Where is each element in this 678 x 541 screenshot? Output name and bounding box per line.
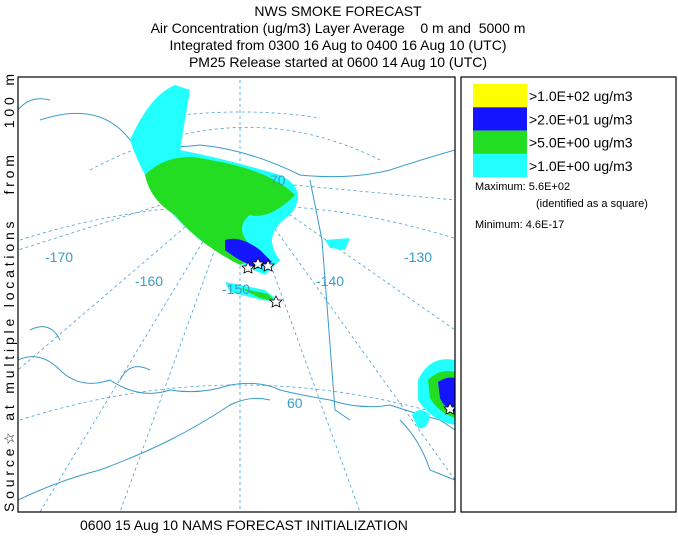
legend-label: >1.0E+02 ug/m3	[529, 88, 633, 104]
map-label: 70	[270, 172, 286, 188]
plume-low	[412, 410, 430, 429]
maximum: Maximum: 5.6E+02	[475, 181, 570, 193]
legend-label: >5.0E+00 ug/m3	[529, 135, 633, 151]
map: -170 -160 -150 -140 -130 70 60	[17, 76, 456, 513]
meridian	[18, 80, 455, 512]
subtitle: Integrated from 0300 16 Aug to 0400 16 A…	[170, 37, 507, 53]
map-label: -170	[45, 249, 73, 265]
latitude-line	[89, 111, 381, 171]
legend-label: >1.0E+00 ug/m3	[529, 158, 633, 174]
legend-swatch	[473, 84, 527, 108]
plume-low	[325, 238, 350, 250]
plume-high	[225, 238, 272, 268]
legend-swatch	[473, 107, 527, 131]
legend-swatch	[473, 130, 527, 154]
plume-high	[438, 377, 455, 412]
coastline	[18, 356, 455, 431]
map-label: -130	[404, 249, 432, 265]
maximum-note: (identified as a square)	[536, 198, 648, 210]
legend-frame	[460, 76, 677, 513]
subtitle: Air Concentration (ug/m3) Layer Average …	[151, 20, 526, 36]
map-label: -150	[222, 281, 250, 297]
plume-mid	[240, 288, 276, 302]
map-label: 60	[287, 395, 303, 411]
subtitle: PM25 Release started at 0600 14 Aug 10 (…	[189, 54, 487, 70]
legend-swatch	[473, 153, 527, 178]
legend: Maximum: 5.6E+02 (identified as a square…	[460, 76, 677, 513]
map-label: -140	[316, 273, 344, 289]
footer: 0600 15 Aug 10 NAMS FORECAST INITIALIZAT…	[80, 517, 408, 533]
plume-mid	[145, 157, 295, 265]
coastline	[18, 98, 455, 178]
coastline	[29, 326, 455, 481]
coastline	[18, 397, 271, 501]
map-frame	[17, 76, 456, 513]
map-label: -160	[135, 273, 163, 289]
border	[309, 179, 351, 421]
minimum: Minimum: 4.6E-17	[475, 219, 564, 231]
title: NWS SMOKE FORECAST	[254, 3, 422, 19]
legend-label: >2.0E+01 ug/m3	[529, 111, 633, 127]
source-stars	[241, 257, 455, 415]
